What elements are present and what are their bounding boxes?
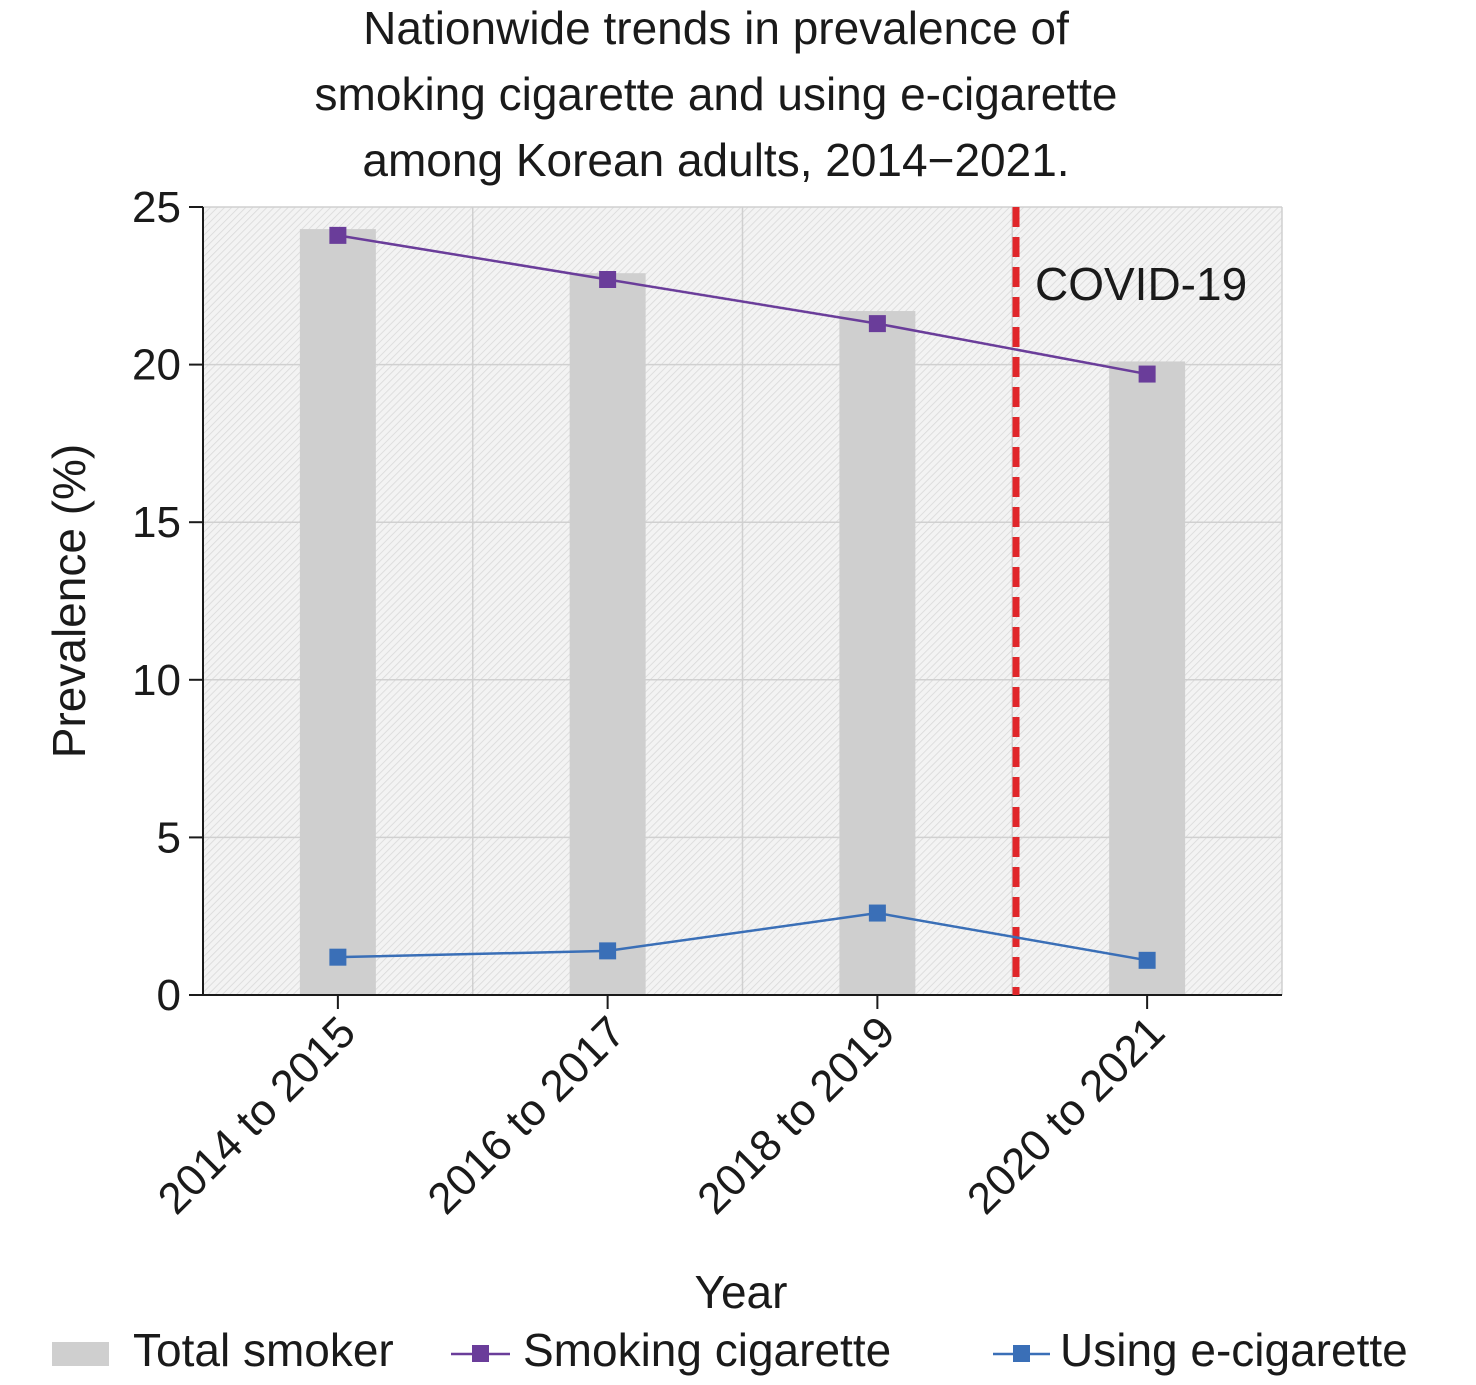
x-tick-label: 2018 to 2019 bbox=[688, 1007, 904, 1223]
bar-total-smoker bbox=[839, 311, 916, 995]
y-tick-label: 0 bbox=[157, 971, 181, 1020]
point-using-e-cigarette bbox=[1138, 951, 1156, 969]
legend-label-total-smoker: Total smoker bbox=[133, 1324, 394, 1376]
chart-title-line-1: Nationwide trends in prevalence of bbox=[363, 2, 1069, 54]
bar-total-smoker bbox=[569, 273, 646, 995]
y-tick-label: 10 bbox=[132, 656, 181, 705]
point-smoking-cigarette bbox=[599, 270, 617, 288]
y-tick-label: 20 bbox=[132, 341, 181, 390]
legend-label-using-e-cigarette: Using e-cigarette bbox=[1060, 1324, 1408, 1376]
covid-annotation: COVID-19 bbox=[1012, 207, 1247, 995]
bar-total-smoker bbox=[1109, 361, 1186, 995]
legend: Total smoker Smoking cigarette Using e-c… bbox=[52, 1324, 1408, 1376]
bars bbox=[299, 229, 1186, 996]
lines bbox=[329, 226, 1156, 969]
chart-title-line-3: among Korean adults, 2014−2021. bbox=[362, 134, 1069, 186]
axes bbox=[202, 207, 1282, 996]
point-using-e-cigarette bbox=[599, 942, 617, 960]
legend-label-smoking-cigarette: Smoking cigarette bbox=[523, 1324, 891, 1376]
point-smoking-cigarette bbox=[868, 315, 886, 333]
legend-marker-using-e-cigarette bbox=[1013, 1345, 1030, 1362]
bar-total-smoker bbox=[299, 229, 376, 996]
chart-title-line-2: smoking cigarette and using e-cigarette bbox=[315, 68, 1118, 120]
covid-label: COVID-19 bbox=[1035, 258, 1247, 310]
x-ticks: 2014 to 2015 2016 to 2017 2018 to 2019 2020… bbox=[149, 995, 1174, 1224]
legend-marker-smoking-cigarette bbox=[472, 1345, 489, 1362]
grid bbox=[203, 206, 1283, 995]
legend-swatch-total-smoker bbox=[52, 1342, 109, 1366]
point-smoking-cigarette bbox=[329, 226, 347, 244]
point-smoking-cigarette bbox=[1138, 365, 1156, 383]
point-using-e-cigarette bbox=[329, 948, 347, 966]
y-axis-title: Prevalence (%) bbox=[43, 444, 95, 758]
y-tick-label: 5 bbox=[157, 813, 181, 862]
point-using-e-cigarette bbox=[868, 904, 886, 922]
x-tick-label: 2016 to 2017 bbox=[418, 1007, 634, 1223]
x-axis-title: Year bbox=[695, 1266, 788, 1318]
y-tick-label: 15 bbox=[132, 498, 181, 547]
x-tick-label: 2014 to 2015 bbox=[149, 1007, 365, 1223]
y-ticks: 0 5 10 15 20 25 bbox=[132, 183, 203, 1020]
y-tick-label: 25 bbox=[132, 183, 181, 232]
x-tick-label: 2020 to 2021 bbox=[958, 1007, 1174, 1223]
chart-title: Nationwide trends in prevalence of smoki… bbox=[315, 2, 1118, 186]
line-smoking-cigarette bbox=[337, 234, 1148, 376]
line-using-e-cigarette bbox=[337, 911, 1148, 962]
